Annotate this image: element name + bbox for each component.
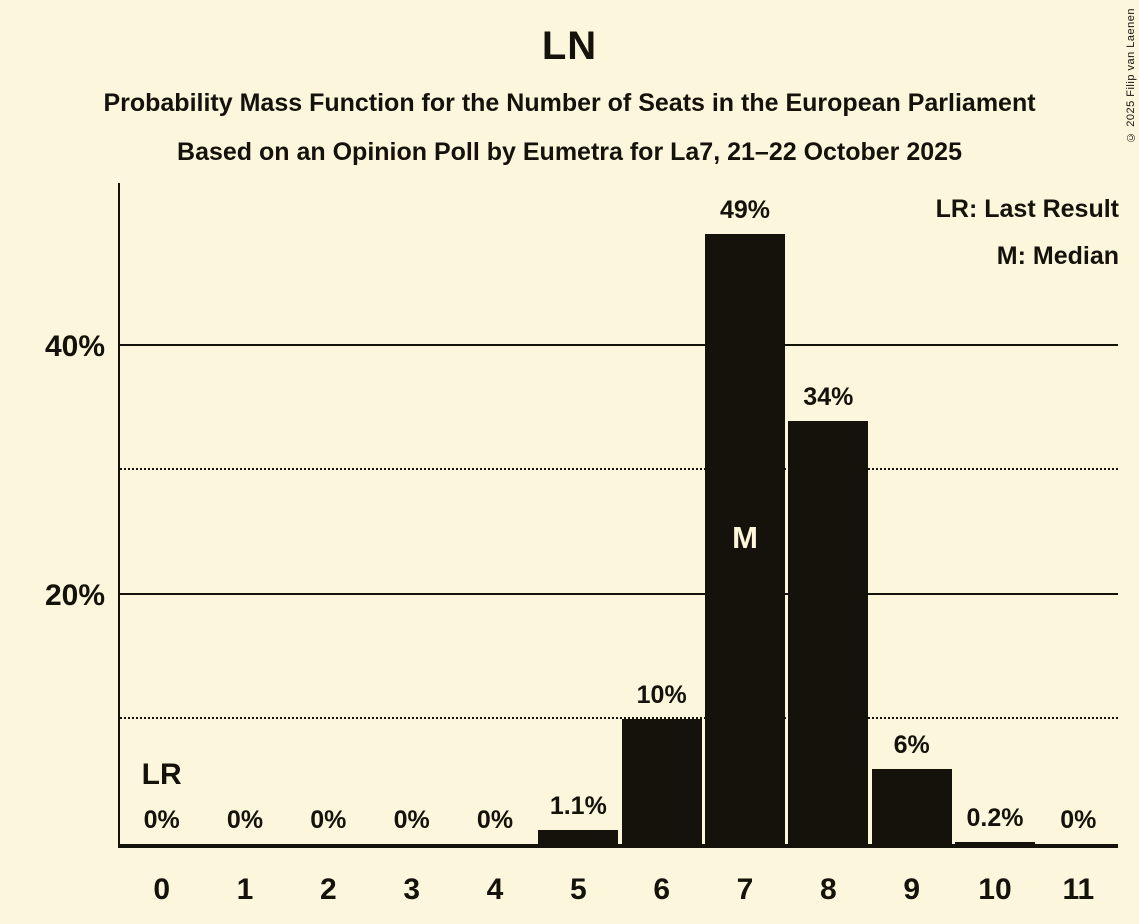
plot-area: 0% 0 0% 1 0% 2 0% 3 0% 4 1.1% 5 10% 6 49% 7 34% 8 6% 9 0.2% 1… bbox=[118, 183, 1118, 906]
x-axis-label-10: 10 bbox=[978, 873, 1012, 906]
x-axis-label-0: 0 bbox=[153, 873, 170, 906]
x-axis-label-7: 7 bbox=[736, 873, 754, 906]
bar-value-label-9: 6% bbox=[893, 731, 930, 760]
bar-value-label-0: 0% bbox=[143, 806, 180, 834]
bar-6 bbox=[621, 719, 702, 844]
bar-value-label-10: 0.2% bbox=[966, 803, 1024, 832]
legend-last-result: LR: Last Result bbox=[935, 195, 1119, 223]
gridline-20 bbox=[120, 592, 1118, 595]
x-axis-label-11: 11 bbox=[1062, 873, 1095, 906]
bar-9 bbox=[871, 769, 952, 844]
bar-value-label-3: 0% bbox=[393, 806, 430, 834]
x-axis-label-5: 5 bbox=[569, 873, 587, 906]
bar-value-label-11: 0% bbox=[1060, 806, 1097, 834]
bar-10 bbox=[954, 841, 1036, 844]
x-axis-label-9: 9 bbox=[903, 873, 920, 906]
last-result-label: LR bbox=[141, 758, 182, 791]
chart-subtitle-source: Based on an Opinion Poll by Eumetra for … bbox=[177, 138, 962, 166]
legend: LR: Last Result M: Median bbox=[936, 186, 1119, 280]
bar-value-label-1: 0% bbox=[226, 806, 264, 834]
bar-value-label-6: 10% bbox=[636, 681, 687, 710]
y-axis-label-20: 20% bbox=[44, 578, 105, 612]
y-axis-label-40: 40% bbox=[44, 329, 105, 363]
x-axis-label-4: 4 bbox=[486, 873, 504, 906]
x-axis-label-8: 8 bbox=[819, 873, 837, 906]
chart-subtitle: Probability Mass Function for the Number… bbox=[103, 89, 1036, 117]
gridline-10 bbox=[120, 717, 1118, 720]
bar-value-label-7: 49% bbox=[719, 195, 771, 224]
x-axis-label-2: 2 bbox=[319, 873, 337, 906]
bar-5 bbox=[538, 830, 619, 844]
x-axis-label-3: 3 bbox=[403, 873, 420, 906]
chart-title: LN bbox=[541, 24, 598, 68]
bar-7 bbox=[704, 233, 786, 844]
bar-value-label-2: 0% bbox=[310, 806, 347, 834]
bar-value-label-5: 1.1% bbox=[549, 792, 607, 821]
x-axis-label-6: 6 bbox=[653, 873, 670, 906]
bar-value-label-8: 34% bbox=[803, 382, 854, 411]
x-axis-label-1: 1 bbox=[236, 873, 254, 906]
bar-value-label-4: 0% bbox=[476, 806, 514, 834]
gridline-30 bbox=[120, 468, 1118, 471]
gridline-40 bbox=[120, 343, 1118, 346]
median-label: M bbox=[732, 519, 758, 555]
legend-median: M: Median bbox=[996, 242, 1119, 270]
bar-8 bbox=[788, 420, 869, 844]
